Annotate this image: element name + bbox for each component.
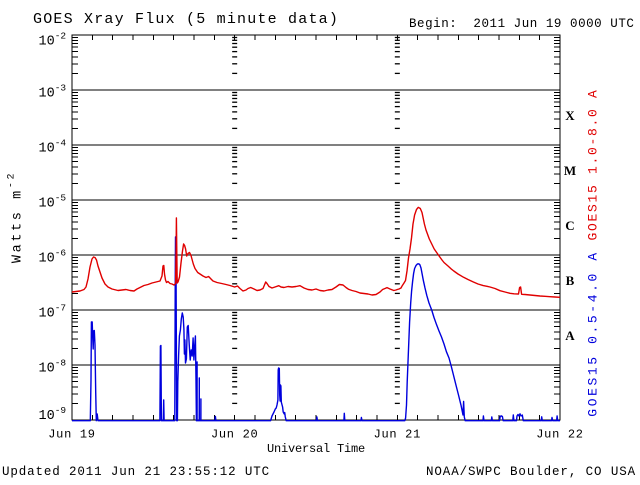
svg-text:C: C bbox=[565, 218, 574, 233]
svg-text:Watts m-2: Watts m-2 bbox=[7, 171, 26, 263]
svg-text:NOAA/SWPC Boulder, CO USA: NOAA/SWPC Boulder, CO USA bbox=[426, 465, 636, 479]
svg-text:Jun 22: Jun 22 bbox=[536, 428, 583, 442]
svg-text:GOES15 0.5-4.0 A: GOES15 0.5-4.0 A bbox=[586, 250, 601, 416]
svg-text:Updated 2011 Jun 21 23:55:12 U: Updated 2011 Jun 21 23:55:12 UTC bbox=[2, 465, 270, 479]
svg-text:Jun 21: Jun 21 bbox=[374, 428, 421, 442]
svg-text:Jun 20: Jun 20 bbox=[211, 428, 258, 442]
svg-text:Universal Time: Universal Time bbox=[267, 442, 365, 456]
svg-text:A: A bbox=[565, 328, 575, 343]
svg-text:X: X bbox=[565, 108, 575, 123]
svg-text:GOES Xray Flux (5 minute data): GOES Xray Flux (5 minute data) bbox=[33, 11, 339, 28]
svg-text:GOES15 1.0-8.0 A: GOES15 1.0-8.0 A bbox=[586, 88, 601, 240]
svg-text:Begin: 2011 Jun 19 0000 UTC: Begin: 2011 Jun 19 0000 UTC bbox=[409, 17, 634, 31]
svg-text:B: B bbox=[566, 273, 575, 288]
svg-text:M: M bbox=[564, 163, 576, 178]
svg-text:Jun 19: Jun 19 bbox=[48, 428, 95, 442]
